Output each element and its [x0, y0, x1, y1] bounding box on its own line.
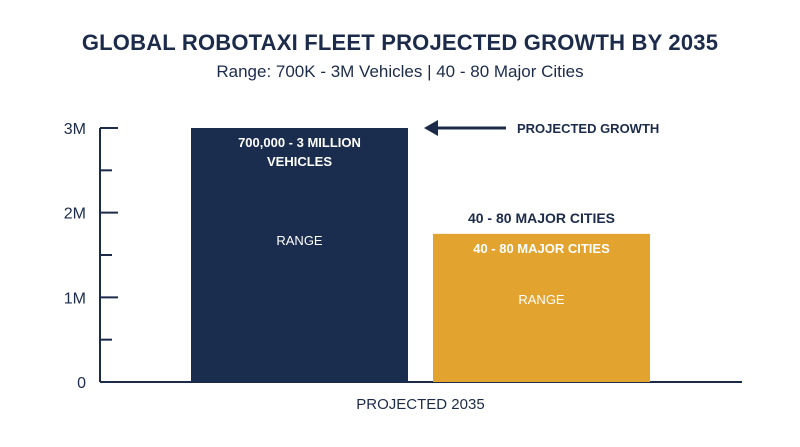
bar-0-label: VEHICLES [267, 154, 332, 169]
bar-0-range-label: RANGE [276, 233, 323, 248]
bar-1 [433, 233, 650, 382]
y-tick-label: 3M [64, 121, 86, 138]
y-tick-label: 1M [64, 290, 86, 307]
bar-1-label: 40 - 80 MAJOR CITIES [473, 241, 610, 256]
y-tick-label: 0 [77, 375, 86, 392]
chart-title: GLOBAL ROBOTAXI FLEET PROJECTED GROWTH B… [81, 30, 719, 55]
bar-0 [191, 128, 408, 382]
chart-subtitle: Range: 700K - 3M Vehicles | 40 - 80 Majo… [216, 62, 584, 81]
bar-0-label: 700,000 - 3 MILLION [238, 135, 361, 150]
bar-1-range-label: RANGE [518, 292, 565, 307]
y-tick-label: 2M [64, 206, 86, 223]
annotation-label: PROJECTED GROWTH [517, 121, 659, 136]
bar-1-above-label: 40 - 80 MAJOR CITIES [468, 210, 615, 226]
x-category-label: PROJECTED 2035 [356, 396, 484, 413]
annotation-arrow-head [424, 120, 438, 136]
